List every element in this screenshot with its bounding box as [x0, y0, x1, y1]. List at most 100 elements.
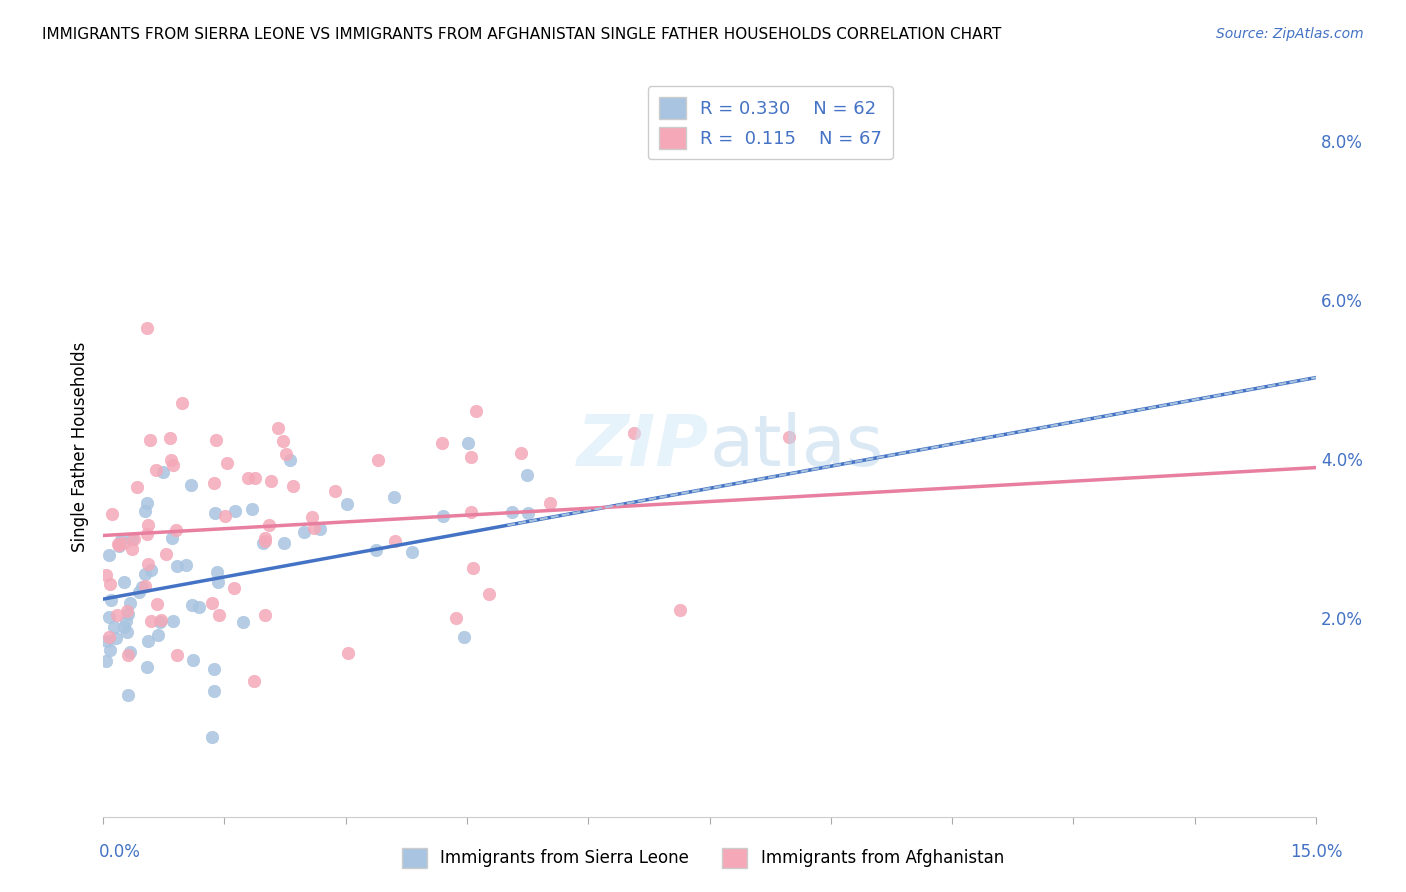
- Point: [96, 634, 118, 648]
- Point: [174, 558, 197, 573]
- Point: [205, 566, 228, 580]
- Point: [165, 523, 187, 537]
- Point: [114, 615, 136, 629]
- Point: [94, 654, 117, 668]
- Point: [108, 539, 131, 553]
- Point: [302, 521, 325, 535]
- Point: [134, 567, 156, 582]
- Point: [367, 452, 389, 467]
- Point: [208, 607, 231, 622]
- Point: [214, 509, 236, 524]
- Legend: R = 0.330    N = 62, R =  0.115    N = 67: R = 0.330 N = 62, R = 0.115 N = 67: [648, 87, 893, 160]
- Point: [117, 688, 139, 702]
- Point: [152, 466, 174, 480]
- Point: [266, 420, 288, 434]
- Text: atlas: atlas: [710, 412, 884, 482]
- Point: [131, 580, 153, 594]
- Point: [112, 620, 135, 634]
- Point: [181, 598, 204, 612]
- Point: [141, 615, 163, 629]
- Point: [107, 537, 129, 551]
- Point: [292, 524, 315, 539]
- Text: IMMIGRANTS FROM SIERRA LEONE VS IMMIGRANTS FROM AFGHANISTAN SINGLE FATHER HOUSEH: IMMIGRANTS FROM SIERRA LEONE VS IMMIGRAN…: [42, 27, 1001, 42]
- Point: [366, 542, 388, 557]
- Point: [134, 504, 156, 518]
- Point: [281, 479, 304, 493]
- Point: [166, 648, 188, 663]
- Point: [478, 587, 501, 601]
- Point: [134, 579, 156, 593]
- Point: [236, 470, 259, 484]
- Point: [125, 480, 148, 494]
- Point: [432, 509, 454, 524]
- Point: [217, 456, 239, 470]
- Point: [259, 517, 281, 532]
- Point: [224, 504, 246, 518]
- Point: [207, 574, 229, 589]
- Point: [201, 730, 224, 744]
- Point: [517, 506, 540, 520]
- Point: [159, 431, 181, 445]
- Point: [105, 608, 128, 623]
- Point: [136, 321, 159, 335]
- Point: [160, 531, 183, 545]
- Point: [278, 453, 301, 467]
- Point: [136, 526, 159, 541]
- Point: [516, 468, 538, 483]
- Point: [463, 561, 485, 575]
- Text: 0.0%: 0.0%: [98, 843, 141, 861]
- Point: [162, 615, 184, 629]
- Point: [669, 603, 692, 617]
- Point: [254, 531, 277, 545]
- Point: [243, 674, 266, 689]
- Point: [460, 450, 482, 464]
- Point: [172, 396, 194, 410]
- Point: [224, 581, 246, 595]
- Point: [166, 558, 188, 573]
- Point: [202, 475, 225, 490]
- Point: [202, 662, 225, 676]
- Point: [260, 475, 283, 489]
- Point: [460, 505, 482, 519]
- Point: [273, 536, 295, 550]
- Point: [245, 470, 267, 484]
- Point: [139, 433, 162, 447]
- Point: [623, 425, 645, 440]
- Point: [444, 611, 467, 625]
- Point: [384, 534, 406, 549]
- Point: [98, 576, 121, 591]
- Point: [273, 434, 295, 448]
- Point: [128, 585, 150, 599]
- Point: [180, 478, 202, 492]
- Point: [253, 534, 276, 549]
- Point: [122, 532, 145, 546]
- Legend: Immigrants from Sierra Leone, Immigrants from Afghanistan: Immigrants from Sierra Leone, Immigrants…: [395, 841, 1011, 875]
- Point: [97, 548, 120, 562]
- Point: [252, 536, 274, 550]
- Point: [149, 615, 172, 630]
- Point: [457, 435, 479, 450]
- Point: [136, 558, 159, 572]
- Point: [432, 435, 454, 450]
- Point: [778, 430, 800, 444]
- Point: [202, 683, 225, 698]
- Point: [501, 505, 523, 519]
- Point: [336, 646, 359, 660]
- Point: [118, 645, 141, 659]
- Text: Source: ZipAtlas.com: Source: ZipAtlas.com: [1216, 27, 1364, 41]
- Point: [159, 453, 181, 467]
- Point: [100, 593, 122, 607]
- Point: [120, 596, 142, 610]
- Point: [465, 404, 488, 418]
- Point: [108, 538, 131, 552]
- Point: [138, 633, 160, 648]
- Point: [254, 607, 277, 622]
- Point: [183, 653, 205, 667]
- Text: 15.0%: 15.0%: [1291, 843, 1343, 861]
- Point: [242, 501, 264, 516]
- Point: [111, 535, 134, 549]
- Point: [538, 496, 561, 510]
- Point: [110, 533, 132, 547]
- Point: [97, 610, 120, 624]
- Point: [150, 613, 173, 627]
